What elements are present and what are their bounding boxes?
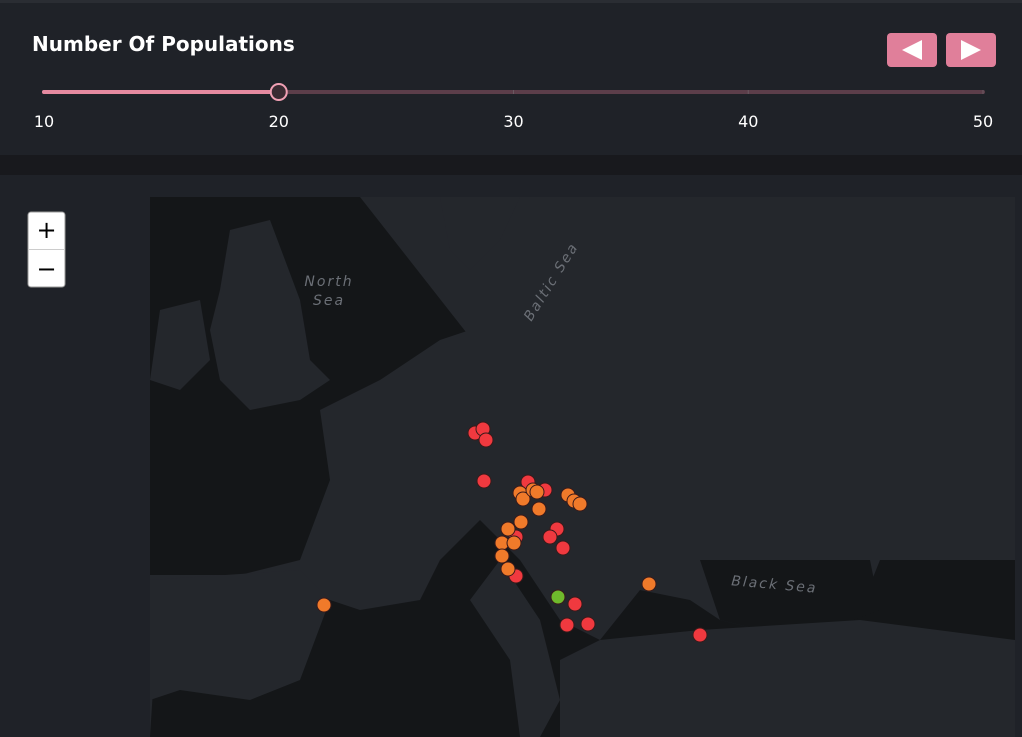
population-marker[interactable] xyxy=(506,535,522,551)
population-marker[interactable] xyxy=(500,521,516,537)
population-marker[interactable] xyxy=(572,496,588,512)
top-border xyxy=(0,0,1022,3)
population-marker[interactable] xyxy=(550,589,566,605)
population-marker[interactable] xyxy=(555,540,571,556)
population-marker[interactable] xyxy=(529,484,545,500)
population-marker[interactable] xyxy=(692,627,708,643)
slider-tick-label: 30 xyxy=(503,112,523,131)
population-marker[interactable] xyxy=(476,473,492,489)
population-marker[interactable] xyxy=(478,432,494,448)
divider xyxy=(0,155,1022,175)
slider-handle[interactable] xyxy=(269,83,288,101)
prev-icon[interactable] xyxy=(902,40,922,60)
population-marker[interactable] xyxy=(542,529,558,545)
slider-tick-label: 50 xyxy=(973,112,993,131)
land-iberia xyxy=(150,570,330,700)
population-markers xyxy=(316,421,708,643)
prev-button[interactable] xyxy=(887,33,937,67)
population-marker[interactable] xyxy=(515,491,531,507)
land-scandinavia xyxy=(440,197,520,270)
population-marker[interactable] xyxy=(531,501,547,517)
black-sea xyxy=(700,560,880,640)
next-icon[interactable] xyxy=(961,40,981,60)
slider-tick-label: 40 xyxy=(738,112,758,131)
map[interactable]: North Sea Baltic Sea Black Sea + − xyxy=(0,175,1022,737)
zoom-out[interactable]: − xyxy=(36,255,56,283)
land-britain xyxy=(210,220,330,410)
control-panel xyxy=(0,0,1022,155)
population-marker[interactable] xyxy=(494,548,510,564)
population-marker[interactable] xyxy=(513,514,529,530)
slider-tick-label: 20 xyxy=(269,112,289,131)
map-label: North xyxy=(304,274,353,290)
land-ireland xyxy=(150,300,210,390)
population-marker[interactable] xyxy=(559,617,575,633)
panel-title: Number Of Populations xyxy=(32,32,295,56)
population-marker[interactable] xyxy=(500,561,516,577)
land-anatolia xyxy=(560,620,1015,737)
zoom-in[interactable]: + xyxy=(36,216,56,244)
zoom-control[interactable]: + − xyxy=(27,211,66,288)
slider[interactable]: 10 20 30 40 50 xyxy=(34,83,993,131)
slider-tick-label: 10 xyxy=(34,112,54,131)
next-button[interactable] xyxy=(946,33,996,67)
population-marker[interactable] xyxy=(567,596,583,612)
population-marker[interactable] xyxy=(580,616,596,632)
population-marker[interactable] xyxy=(316,597,332,613)
map-label: Sea xyxy=(313,293,345,309)
population-marker[interactable] xyxy=(641,576,657,592)
map-label: Black Sea xyxy=(731,573,818,596)
land-italy xyxy=(470,560,560,737)
